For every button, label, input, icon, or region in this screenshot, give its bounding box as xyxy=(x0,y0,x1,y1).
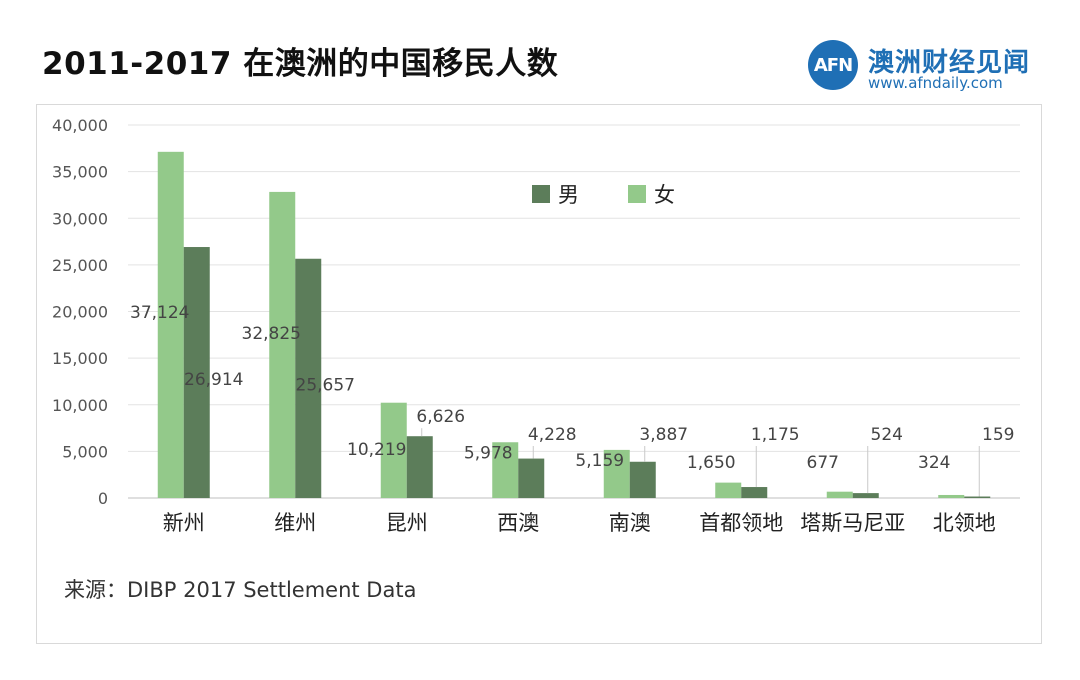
data-label-male: 3,887 xyxy=(639,425,688,445)
y-tick-label: 10,000 xyxy=(52,396,108,415)
data-label-male: 1,175 xyxy=(751,425,800,445)
x-tick-label: 首都领地 xyxy=(699,511,783,535)
data-label-female: 10,219 xyxy=(347,440,406,460)
x-tick-label: 昆州 xyxy=(386,511,428,535)
legend-label: 男 xyxy=(558,183,579,207)
bar-male xyxy=(406,436,433,498)
bar-male xyxy=(852,493,879,498)
data-label-male: 524 xyxy=(871,425,903,445)
bar-female xyxy=(715,482,742,498)
bar-male xyxy=(629,461,656,498)
y-tick-label: 15,000 xyxy=(52,349,108,368)
bar-male xyxy=(295,258,322,498)
source-note: 来源：DIBP 2017 Settlement Data xyxy=(64,578,417,602)
y-tick-label: 25,000 xyxy=(52,256,108,275)
x-tick-label: 西澳 xyxy=(497,511,539,535)
brand-logo: AFN 澳洲财经见闻 www.afndaily.com xyxy=(808,40,1048,100)
bar-male xyxy=(741,487,768,498)
bar-male xyxy=(964,496,991,498)
x-tick-label: 维州 xyxy=(274,511,316,535)
data-label-male: 159 xyxy=(982,425,1014,445)
legend-swatch xyxy=(628,185,646,203)
data-label-male: 6,626 xyxy=(416,407,465,427)
bar-female xyxy=(492,442,519,498)
bar-female xyxy=(603,449,630,498)
data-label-female: 5,978 xyxy=(464,443,513,463)
data-label-female: 37,124 xyxy=(130,303,189,323)
y-tick-label: 20,000 xyxy=(52,303,108,322)
y-tick-label: 0 xyxy=(98,489,108,508)
legend-swatch xyxy=(532,185,550,203)
brand-url: www.afndaily.com xyxy=(868,74,1003,92)
bar-female xyxy=(826,491,853,498)
bar-male xyxy=(183,247,210,498)
bar-female xyxy=(938,494,965,498)
x-tick-label: 北领地 xyxy=(933,511,996,535)
brand-name: 澳洲财经见闻 xyxy=(868,48,1031,78)
data-label-female: 324 xyxy=(918,453,950,473)
bar-female xyxy=(157,151,184,498)
data-label-male: 4,228 xyxy=(528,425,577,445)
data-label-male: 25,657 xyxy=(296,375,355,395)
data-label-female: 1,650 xyxy=(687,453,736,473)
bar-female xyxy=(380,402,407,498)
y-tick-label: 30,000 xyxy=(52,209,108,228)
y-tick-label: 5,000 xyxy=(62,442,108,461)
data-label-female: 5,159 xyxy=(575,451,624,471)
data-label-male: 26,914 xyxy=(184,370,243,390)
bar-male xyxy=(518,458,545,498)
y-tick-label: 35,000 xyxy=(52,163,108,182)
x-tick-label: 新州 xyxy=(163,511,205,535)
x-tick-label: 塔斯马尼亚 xyxy=(800,511,905,535)
bar-female xyxy=(269,191,296,499)
data-label-female: 677 xyxy=(807,453,839,473)
x-tick-label: 南澳 xyxy=(609,511,651,535)
legend-label: 女 xyxy=(654,183,675,207)
y-tick-label: 40,000 xyxy=(52,116,108,135)
chart-title: 2011-2017 在澳洲的中国移民人数 xyxy=(42,46,559,82)
data-label-female: 32,825 xyxy=(242,324,301,344)
afn-logo-icon: AFN xyxy=(808,40,858,90)
